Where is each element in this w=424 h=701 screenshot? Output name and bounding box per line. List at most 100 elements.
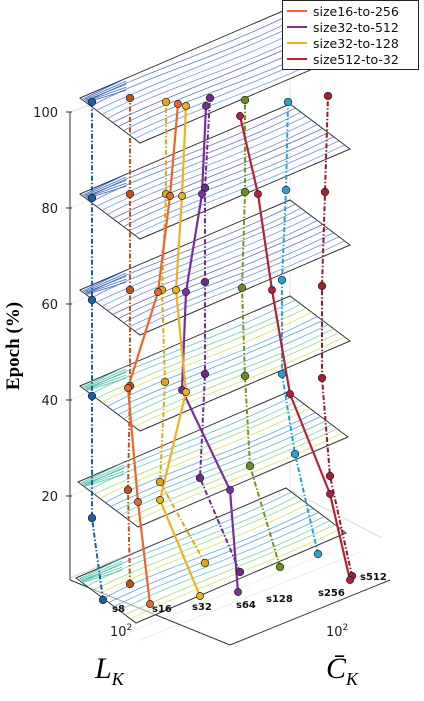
y-tick-label: 100 xyxy=(33,106,58,121)
series-point-s256 xyxy=(290,449,300,459)
contour-line xyxy=(101,120,312,211)
legend-item: size16-to-256 xyxy=(287,3,414,19)
series-point-s512 xyxy=(317,373,327,383)
x-axis-label-left-sub: K xyxy=(111,669,124,689)
plane-layer xyxy=(75,7,351,624)
contour-line xyxy=(101,24,312,115)
transition-point xyxy=(346,576,354,584)
grid-line xyxy=(139,551,361,641)
series-label-s512: s512 xyxy=(360,572,387,583)
contour-line xyxy=(82,566,123,582)
series-point-s128 xyxy=(245,461,255,471)
series-label-s8: s8 xyxy=(112,604,125,615)
legend-label: size32-to-512 xyxy=(313,19,399,35)
contour-line xyxy=(78,557,123,580)
series-point-s128 xyxy=(237,283,247,293)
y-tick-label: 60 xyxy=(41,298,58,313)
legend-label: size32-to-128 xyxy=(313,35,399,51)
series-point-s16 xyxy=(125,579,135,589)
contour-line xyxy=(92,499,303,591)
contour-line xyxy=(81,563,123,581)
series-line-s32 xyxy=(158,102,206,564)
transition-point xyxy=(268,286,276,294)
series-line-s256 xyxy=(281,101,319,555)
transition-point xyxy=(198,190,206,198)
series-label-s32: s32 xyxy=(192,602,212,613)
contour-line xyxy=(86,495,298,587)
contour-line xyxy=(130,528,341,620)
series-point-s64 xyxy=(200,277,210,287)
contour-line xyxy=(82,269,127,292)
contour-line xyxy=(80,461,125,484)
y-axis-label: Epoch (%) xyxy=(3,301,24,391)
legend-label: size16-to-256 xyxy=(313,3,399,19)
contour-line xyxy=(87,377,127,391)
legend-swatch xyxy=(287,42,307,44)
transition-point xyxy=(134,498,142,506)
point-layer xyxy=(87,91,357,608)
contour-line xyxy=(87,281,127,295)
series-point-s512 xyxy=(320,187,330,197)
series-point-s128 xyxy=(275,562,285,572)
series-point-s32 xyxy=(160,377,170,387)
plane-outline xyxy=(77,391,349,528)
contour-line xyxy=(128,332,340,424)
contour-line xyxy=(83,467,125,485)
transition-point xyxy=(182,288,190,296)
x-axis-label-left: LK xyxy=(95,652,124,690)
series-point-s16 xyxy=(125,285,135,295)
contour-line xyxy=(123,136,334,228)
series-point-s8 xyxy=(87,391,97,401)
plane-outline xyxy=(79,103,351,240)
x-axis-label-right: C̄K xyxy=(326,652,358,690)
legend-swatch xyxy=(287,26,307,28)
series-point-s256 xyxy=(283,97,293,107)
contour-line xyxy=(114,516,325,607)
transition-point xyxy=(154,288,162,296)
transition-point xyxy=(174,100,182,108)
contour-line xyxy=(96,211,307,303)
plane-outline xyxy=(75,487,347,624)
contour-line xyxy=(96,19,307,111)
transition-point xyxy=(156,496,164,504)
legend: size16-to-256 size32-to-512 size32-to-12… xyxy=(282,0,419,70)
contour-line xyxy=(97,504,308,595)
x-axis-label-right-main: C̄ xyxy=(326,652,347,685)
contour-line xyxy=(107,316,318,407)
y-tick-label: 40 xyxy=(41,394,58,409)
contour-line xyxy=(123,232,334,324)
transition-point xyxy=(236,112,244,120)
contour-line xyxy=(112,128,323,219)
transition-point xyxy=(146,600,154,608)
contour-line xyxy=(123,328,334,420)
series-point-s256 xyxy=(313,549,323,559)
series-point-s128 xyxy=(240,95,250,105)
contour-line xyxy=(134,240,345,332)
legend-label: size512-to-32 xyxy=(313,51,399,67)
transition-point xyxy=(182,102,190,110)
contour-line xyxy=(128,236,340,328)
series-point-s32 xyxy=(200,558,210,568)
series-point-s32 xyxy=(161,97,171,107)
contour-line xyxy=(99,408,310,499)
contour-line xyxy=(82,464,125,485)
transition-point xyxy=(182,388,190,396)
series-point-s8 xyxy=(87,97,97,107)
contour-line xyxy=(85,83,127,101)
contour-line xyxy=(82,173,127,196)
series-point-s8 xyxy=(87,295,97,305)
series-point-s512 xyxy=(325,471,335,481)
transition-point xyxy=(178,192,186,200)
contour-line xyxy=(101,216,312,307)
legend-swatch xyxy=(287,58,307,60)
series-point-s64 xyxy=(195,473,205,483)
contour-line xyxy=(85,275,127,293)
contour-line xyxy=(84,368,127,389)
transition-point xyxy=(172,286,180,294)
series-line-s8 xyxy=(91,102,104,601)
transition-line xyxy=(238,115,352,581)
transition-point xyxy=(166,192,174,200)
contour-line xyxy=(96,115,307,207)
series-label-s64: s64 xyxy=(236,600,256,611)
contour-line xyxy=(128,140,340,232)
